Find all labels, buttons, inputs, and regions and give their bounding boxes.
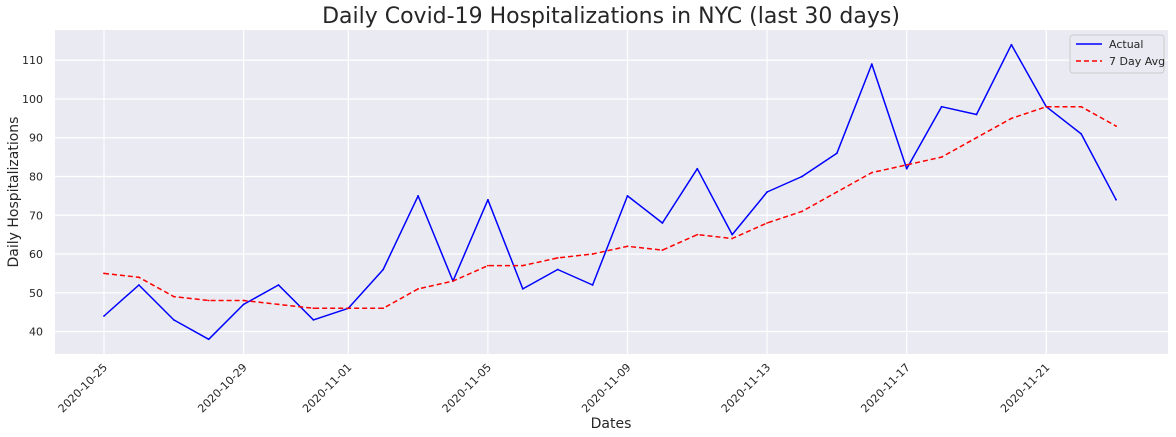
data-point-actual [1010, 43, 1013, 46]
x-tick-label: 2020-11-21 [998, 361, 1052, 415]
data-point-7-day-avg [347, 307, 350, 310]
data-point-actual [556, 268, 559, 271]
data-point-7-day-avg [452, 280, 454, 283]
x-tick-label: 2020-11-05 [440, 361, 494, 415]
data-point-actual [766, 191, 768, 193]
data-point-7-day-avg [731, 237, 734, 240]
x-axis-label: Dates [591, 416, 632, 432]
y-tick-labels: 40 50 60 70 80 90 100 110 [22, 54, 43, 338]
data-point-7-day-avg [1115, 125, 1117, 128]
data-point-7-day-avg [172, 295, 175, 298]
data-point-7-day-avg [661, 249, 664, 252]
y-tick-label: 50 [29, 287, 43, 300]
x-tick-labels: 2020-10-25 2020-10-29 2020-11-01 2020-11-05… [56, 361, 1053, 415]
data-point-7-day-avg [556, 256, 559, 259]
data-point-actual [242, 303, 245, 306]
series-lines [103, 43, 1117, 341]
data-point-7-day-avg [242, 299, 245, 302]
data-point-actual [277, 284, 280, 286]
y-tick-label: 110 [22, 54, 43, 67]
data-point-actual [940, 105, 943, 108]
data-point-7-day-avg [1045, 105, 1048, 108]
y-tick-label: 90 [29, 132, 43, 145]
x-tick-label: 2020-11-09 [579, 361, 633, 415]
data-point-7-day-avg [696, 233, 699, 236]
data-point-actual [661, 222, 664, 224]
data-point-7-day-avg [417, 287, 419, 290]
data-point-7-day-avg [975, 136, 978, 139]
x-tick-label: 2020-10-29 [195, 361, 249, 415]
data-point-actual [801, 175, 803, 178]
data-point-7-day-avg [521, 264, 524, 267]
y-tick-label: 40 [29, 326, 43, 339]
data-point-actual [591, 284, 594, 286]
x-tick-label: 2020-11-17 [858, 361, 912, 415]
data-point-actual [172, 318, 175, 321]
data-point-actual [487, 198, 489, 201]
x-tick-label: 2020-10-25 [56, 361, 110, 415]
data-point-actual [975, 113, 978, 116]
legend: Actual 7 Day Avg [1069, 34, 1165, 74]
y-tick-label: 70 [29, 209, 43, 222]
chart-title: Daily Covid-19 Hospitalizations in NYC (… [322, 4, 900, 29]
data-point-7-day-avg [940, 156, 943, 159]
data-point-7-day-avg [487, 264, 489, 267]
data-point-7-day-avg [138, 276, 140, 279]
data-point-actual [626, 194, 629, 197]
data-point-7-day-avg [870, 171, 873, 174]
data-point-7-day-avg [1080, 105, 1083, 108]
data-point-actual [696, 167, 699, 170]
plot-background [55, 30, 1168, 354]
data-point-7-day-avg [277, 303, 280, 306]
data-point-7-day-avg [312, 307, 315, 310]
data-point-7-day-avg [766, 222, 768, 224]
data-point-actual [138, 284, 140, 286]
x-tick-label: 2020-11-01 [300, 361, 354, 415]
data-point-actual [870, 63, 873, 66]
data-point-7-day-avg [905, 163, 908, 166]
data-point-actual [382, 268, 385, 271]
data-point-actual [312, 318, 315, 321]
data-point-7-day-avg [1010, 117, 1013, 120]
data-point-actual [521, 287, 524, 290]
y-tick-label: 60 [29, 248, 43, 261]
data-point-7-day-avg [591, 253, 594, 255]
data-point-actual [836, 152, 838, 155]
data-point-actual [1080, 132, 1083, 135]
y-tick-label: 80 [29, 170, 43, 183]
legend-label-7-day-avg: 7 Day Avg [1109, 55, 1165, 68]
series-line-actual [103, 43, 1117, 341]
data-point-7-day-avg [382, 307, 385, 310]
data-point-7-day-avg [836, 191, 838, 193]
series-line-7-day-avg [103, 105, 1117, 310]
data-point-7-day-avg [103, 272, 105, 275]
data-point-actual [207, 338, 210, 341]
data-point-7-day-avg [626, 245, 629, 248]
legend-label-actual: Actual [1109, 38, 1143, 51]
data-point-actual [1115, 198, 1117, 201]
data-point-7-day-avg [801, 210, 803, 213]
x-tick-label: 2020-11-13 [719, 361, 773, 415]
data-point-actual [103, 315, 105, 317]
data-point-actual [417, 194, 419, 197]
y-axis-label: Daily Hospitalizations [6, 117, 22, 268]
data-point-7-day-avg [207, 299, 210, 302]
data-point-actual [731, 233, 734, 236]
y-tick-label: 100 [22, 93, 43, 106]
data-point-actual [905, 167, 908, 170]
